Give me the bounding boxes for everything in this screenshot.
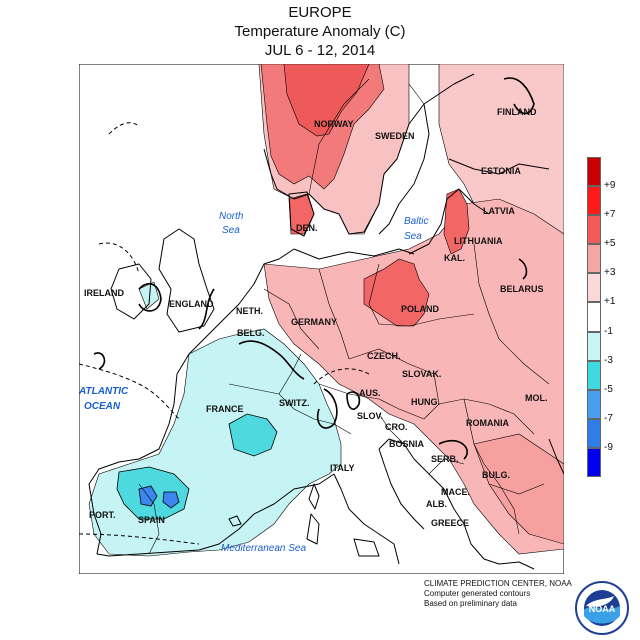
label-latvia: LATVIA <box>483 206 515 216</box>
anomaly-baltic-east-core <box>443 188 470 255</box>
label-moldova: MOL. <box>525 393 548 403</box>
label-belarus: BELARUS <box>500 284 544 294</box>
legend-swatch <box>587 331 601 361</box>
label-baltic-sea-1: Baltic <box>404 216 428 227</box>
label-bosnia: BOSNIA <box>389 439 425 449</box>
label-germany: GERMANY <box>291 317 337 327</box>
label-france: FRANCE <box>206 404 244 414</box>
legend-swatch <box>587 389 601 419</box>
anomaly-poland-core <box>363 258 430 327</box>
legend-swatch <box>587 215 601 245</box>
credit-line-2: Computer generated contours <box>424 589 531 598</box>
map-subtitle: Temperature Anomaly (C) <box>234 23 406 40</box>
label-slovenia: SLOV. <box>357 411 383 421</box>
legend-swatch <box>587 447 601 477</box>
label-slovakia: SLOVAK. <box>402 369 441 379</box>
legend-tick-label: +5 <box>604 238 616 250</box>
legend-tick-label: -1 <box>604 325 613 337</box>
color-legend <box>587 157 601 477</box>
credit-block: CLIMATE PREDICTION CENTER, NOAA Computer… <box>424 579 572 609</box>
label-spain: SPAIN <box>138 515 165 525</box>
label-north-sea-1: North <box>219 211 244 222</box>
legend-swatch <box>587 186 601 216</box>
label-atlantic-1: ATLANTIC <box>79 386 129 397</box>
label-austria: AUS. <box>359 388 381 398</box>
label-switzerland: SWITZ. <box>279 398 310 408</box>
label-croatia: CRO. <box>385 422 408 432</box>
legend-swatch <box>587 273 601 303</box>
label-sweden: SWEDEN <box>375 131 415 141</box>
legend-tick-label: +1 <box>604 296 616 308</box>
country-borders <box>138 78 550 555</box>
legend-tick-label: +9 <box>604 180 616 192</box>
label-hungary: HUNG. <box>411 397 440 407</box>
anomaly-spain-core-2 <box>162 491 180 509</box>
legend-tick-label: -3 <box>604 354 613 366</box>
legend-tick-label: +7 <box>604 209 616 221</box>
anomaly-france-cool <box>228 413 278 457</box>
credit-line-1: CLIMATE PREDICTION CENTER, NOAA <box>424 579 572 588</box>
noaa-logo-text: NOAA <box>589 604 616 614</box>
legend-swatch <box>587 157 601 187</box>
anomaly-norway-north-dark <box>283 64 370 137</box>
label-finland: FINLAND <box>497 107 537 117</box>
label-kaliningrad: KAL. <box>444 253 465 263</box>
legend-tick-label: +3 <box>604 267 616 279</box>
label-macedonia: MACE. <box>441 487 470 497</box>
label-albania: ALB. <box>426 499 447 509</box>
label-north-sea-2: Sea <box>222 225 240 236</box>
temperature-anomaly-map: NORWAY SWEDEN FINLAND ESTONIA LATVIA LIT… <box>79 64 564 574</box>
map-title: EUROPE <box>288 4 352 21</box>
label-czech: CZECH. <box>367 351 401 361</box>
label-denmark: DEN. <box>296 223 318 233</box>
country-labels: NORWAY SWEDEN FINLAND ESTONIA LATVIA LIT… <box>84 107 548 528</box>
legend-tick-label: -5 <box>604 383 613 395</box>
legend-swatch <box>587 418 601 448</box>
sea-labels: North Sea Baltic Sea ATLANTIC OCEAN Medi… <box>79 211 428 554</box>
label-bulgaria: BULG. <box>482 470 510 480</box>
legend-tick-label: -9 <box>604 441 613 453</box>
label-poland: POLAND <box>401 304 440 314</box>
noaa-logo: NOAA <box>575 581 629 635</box>
anomaly-balkans <box>473 433 564 545</box>
label-netherlands: NETH. <box>236 306 263 316</box>
label-estonia: ESTONIA <box>481 166 521 176</box>
label-norway: NORWAY <box>314 119 354 129</box>
legend-swatch <box>587 360 601 390</box>
map-date-range: JUL 6 - 12, 2014 <box>264 42 376 59</box>
legend-swatch <box>587 244 601 274</box>
label-serbia: SERB. <box>431 454 459 464</box>
contour-lines <box>93 77 535 460</box>
dashed-contour-lines <box>79 122 370 545</box>
label-england: ENGLAND <box>169 299 214 309</box>
label-ireland: IRELAND <box>84 288 124 298</box>
legend-tick-label: -7 <box>604 412 613 424</box>
label-italy: ITALY <box>330 463 355 473</box>
label-belgium: BELG. <box>237 328 265 338</box>
label-romania: ROMANIA <box>466 418 509 428</box>
label-atlantic-2: OCEAN <box>84 401 121 412</box>
label-greece: GREECE <box>431 518 469 528</box>
label-baltic-sea-2: Sea <box>404 231 422 242</box>
label-mediterranean: Mediterranean Sea <box>221 543 306 554</box>
label-portugal: PORT. <box>89 510 116 520</box>
legend-swatch <box>587 302 601 332</box>
credit-line-3: Based on preliminary data <box>424 599 517 608</box>
coastlines <box>88 73 564 570</box>
label-lithuania: LITHUANIA <box>454 236 503 246</box>
